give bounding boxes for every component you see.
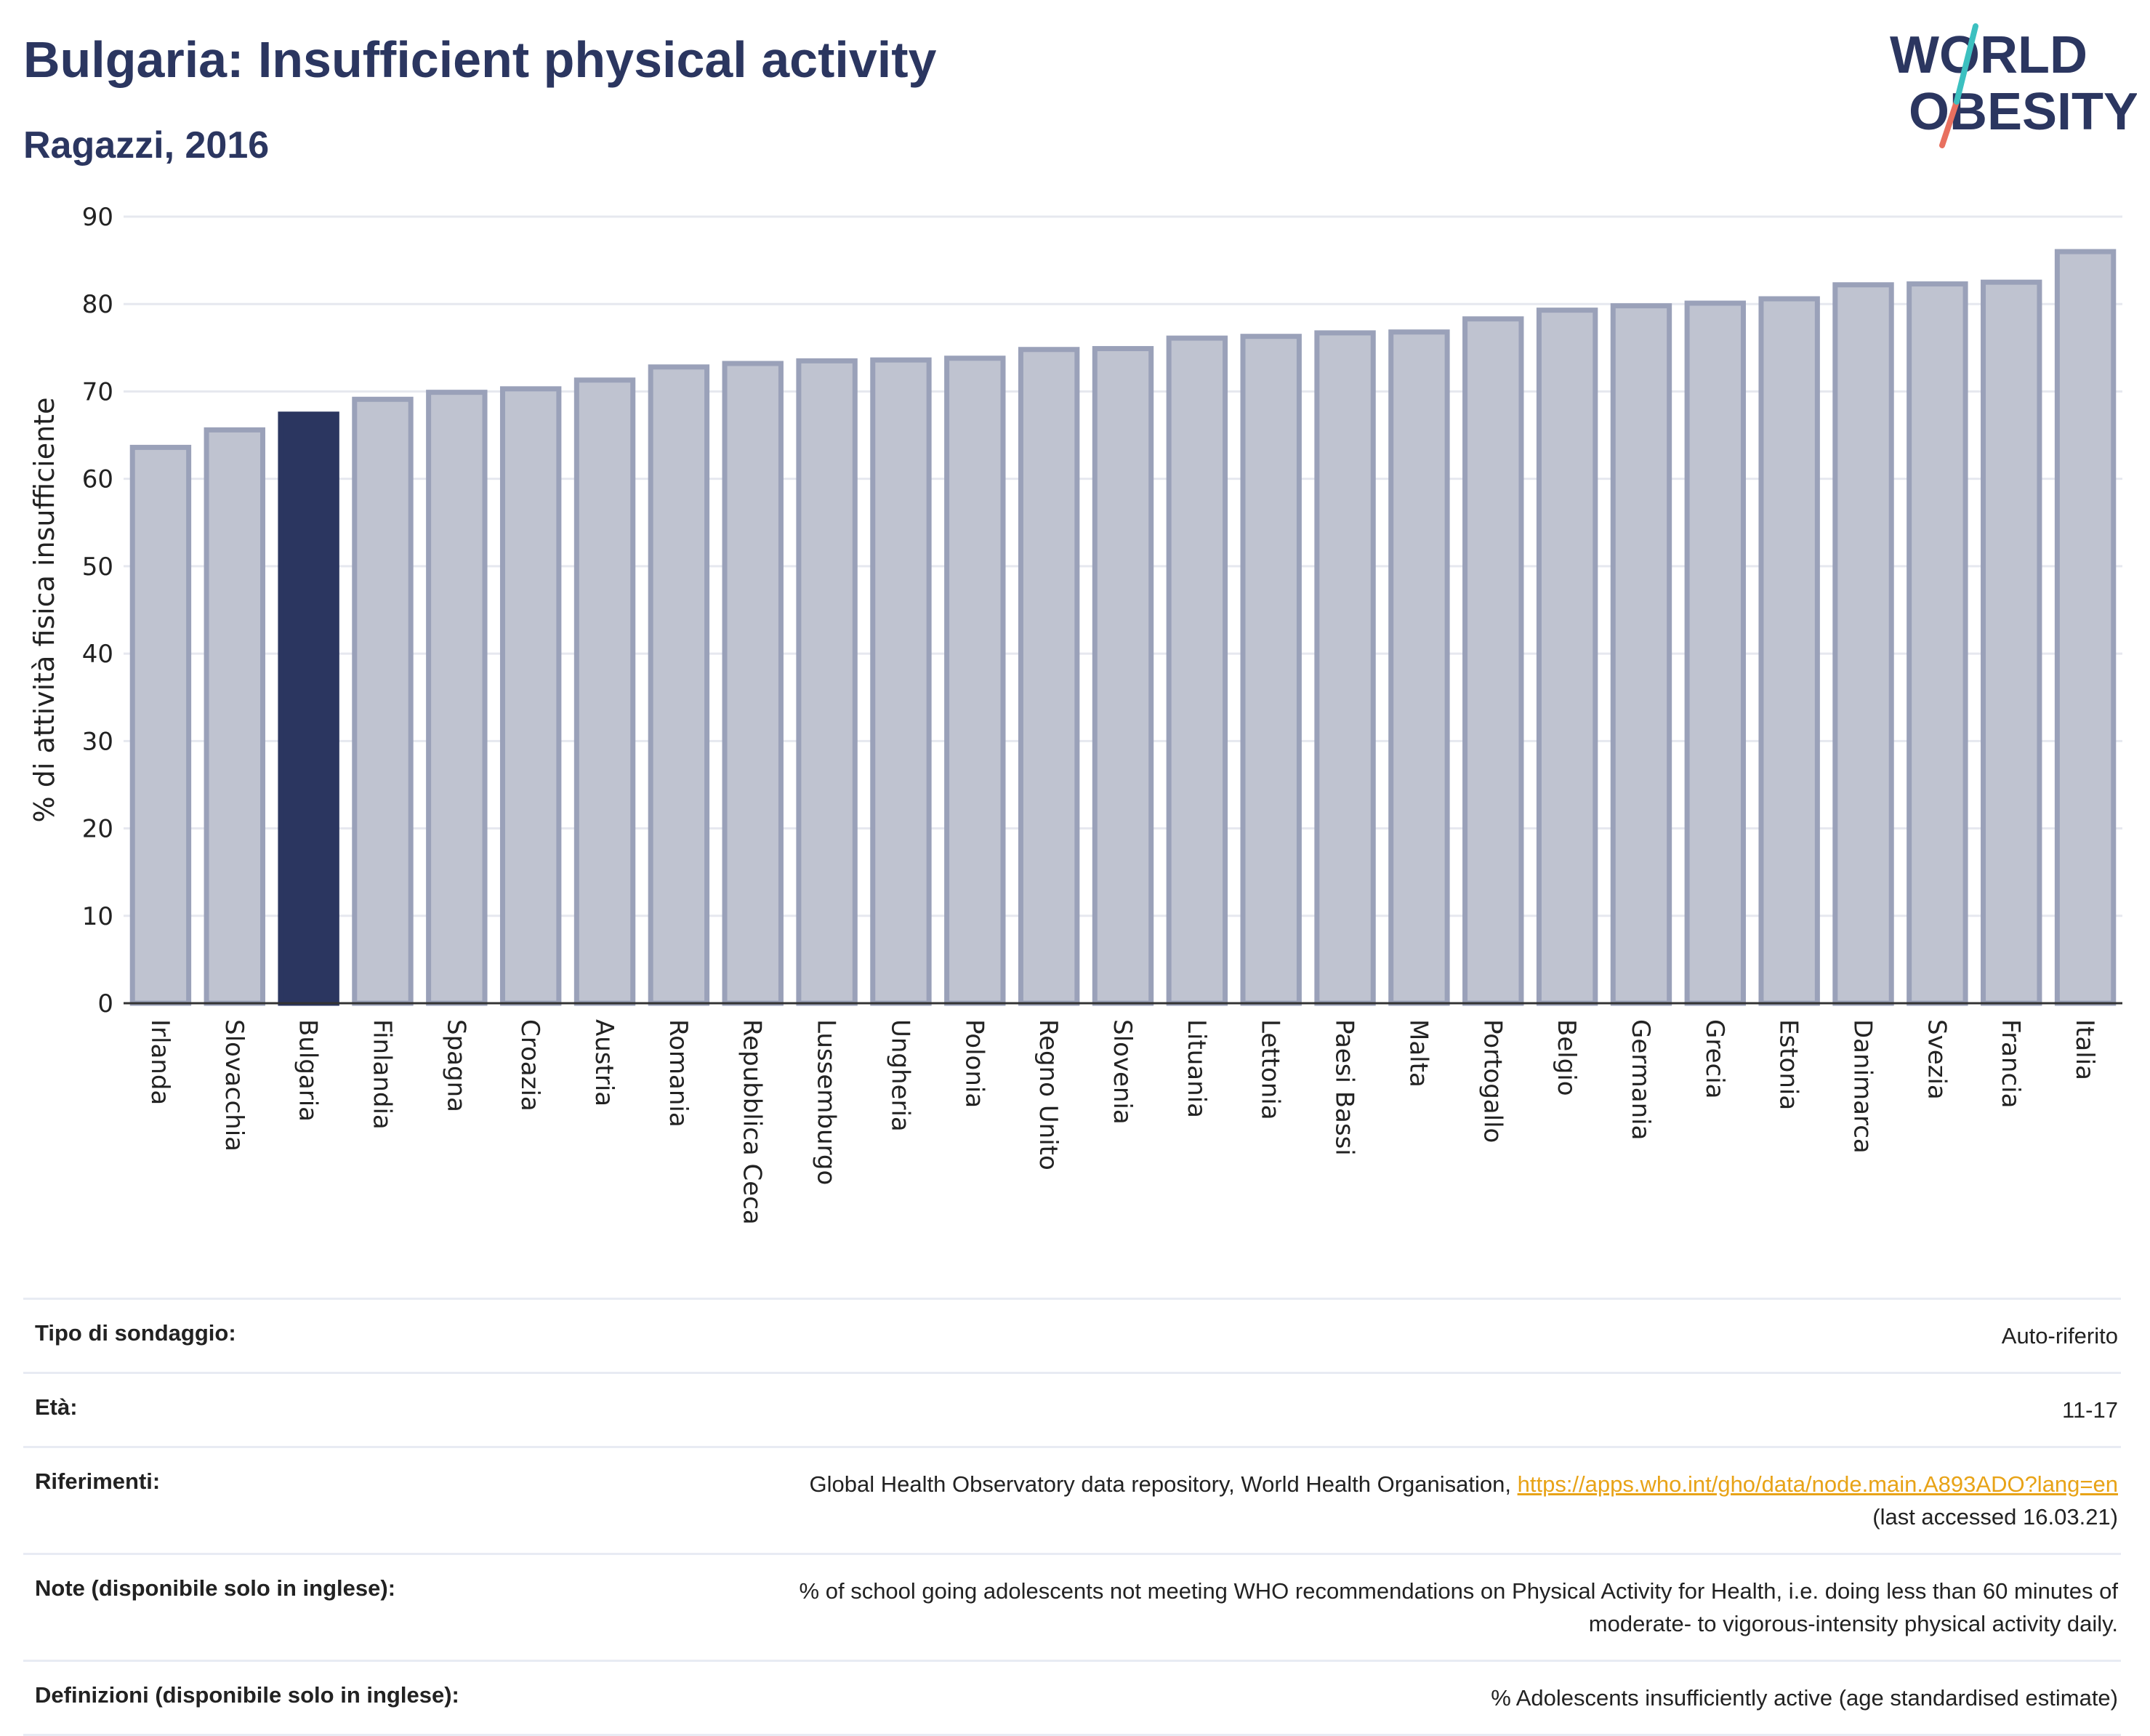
x-axis-ticks: Irlanda Slovacchia Bulgaria Finlandia Spagna… [145,1019,2099,1225]
references-label: Riferimenti: [35,1468,161,1494]
y-axis-label: % di attività fisica insufficiente [28,398,60,823]
bar-italia [2054,249,2117,1006]
world-obesity-logo: WORLD OBESITY [1890,23,2137,148]
info-row-survey: Tipo di sondaggio: Auto-riferito [23,1298,2121,1372]
bar-lussemburgo [796,358,858,1006]
info-row-references: Riferimenti: Global Health Observatory d… [23,1445,2121,1553]
x-tick-label: Francia [1996,1019,2025,1108]
x-tick-label: Danimarca [1848,1019,1877,1154]
bar-finlandia [352,396,414,1006]
bar-irlanda [129,444,192,1006]
bar-belgio [1536,308,1598,1006]
x-tick-label: Spagna [441,1019,470,1112]
x-tick-label: Ungheria [885,1019,914,1132]
x-tick-label: Estonia [1774,1019,1803,1110]
x-tick-label: Romania [664,1019,693,1128]
bar-paesi-bassi [1314,330,1376,1006]
notes-line-2: moderate- to vigorous-intensity physical… [1588,1610,2118,1636]
y-tick-label: 40 [82,640,113,669]
y-tick-label: 10 [82,902,113,931]
y-tick-label: 80 [82,290,113,319]
bar-slovenia [1092,346,1154,1006]
bar-ungheria [870,357,932,1006]
x-tick-label: Repubblica Ceca [738,1019,767,1225]
y-tick-label: 60 [82,465,113,494]
y-tick-label: 0 [97,989,113,1018]
definitions-value: % Adolescents insufficiently active (age… [1491,1684,2118,1711]
y-tick-label: 50 [82,552,113,582]
x-tick-label: Lussemburgo [812,1019,841,1185]
x-tick-label: Slovenia [1108,1019,1137,1125]
age-value: 11-17 [2062,1397,2118,1423]
survey-type-value: Auto-riferito [2001,1323,2118,1349]
references-accessed: (last accessed 16.03.21) [1872,1503,2118,1530]
bar-chart: 0 10 20 30 40 50 60 70 80 90 Irlanda Slovacchia Bul… [28,203,2122,1225]
x-tick-label: Lettonia [1256,1019,1285,1120]
x-tick-label: Grecia [1700,1019,1729,1098]
x-tick-label: Croazia [515,1019,544,1112]
y-axis-ticks: 0 10 20 30 40 50 60 70 80 90 [82,203,113,1018]
y-tick-label: 20 [82,815,113,844]
chart-subtitle: Ragazzi, 2016 [23,124,270,166]
x-tick-label: Portogallo [1478,1019,1507,1143]
notes-value: % of school going adolescents not meetin… [800,1575,2121,1641]
x-tick-label: Belgio [1552,1019,1581,1096]
bar-regno-unito [1018,347,1080,1006]
logo-line-1: WORLD [1890,26,2087,84]
y-tick-label: 30 [82,727,113,756]
x-tick-label: Regno Unito [1034,1019,1063,1170]
age-label: Età: [35,1394,78,1420]
info-row-definitions: Definizioni (disponibile solo in inglese… [23,1659,2121,1736]
x-tick-label: Polonia [959,1019,989,1108]
x-tick-label: Italia [2070,1019,2099,1080]
chart-title: Bulgaria: Insufficient physical activity [23,31,937,88]
bars [129,249,2117,1006]
bar-svezia [1907,281,1968,1006]
x-tick-label: Svezia [1922,1019,1951,1100]
definitions-label: Definizioni (disponibile solo in inglese… [35,1681,459,1708]
x-tick-label: Finlandia [367,1019,396,1130]
bar-lituania [1166,335,1228,1006]
x-tick-label: Bulgaria [294,1019,323,1122]
x-tick-label: Paesi Bassi [1330,1019,1359,1156]
bar-romania [648,364,710,1006]
bar-danimarca [1832,282,1894,1006]
bar-slovacchia [204,427,265,1006]
references-value: Global Health Observatory data repositor… [810,1468,2121,1534]
x-tick-label: Malta [1404,1019,1433,1088]
x-tick-label: Germania [1626,1019,1655,1140]
bar-austria [573,377,636,1006]
x-tick-label: Lituania [1182,1019,1211,1118]
bar-francia [1981,279,2042,1006]
x-tick-label: Austria [589,1019,619,1106]
bar-estonia [1758,296,1820,1006]
bar-bulgaria [278,411,339,1006]
y-tick-label: 90 [82,203,113,232]
bar-repubblica-ceca [722,361,784,1006]
y-tick-label: 70 [82,377,113,406]
bar-spagna [426,390,488,1006]
references-link[interactable]: https://apps.who.int/gho/data/node.main.… [1517,1471,2118,1497]
bar-portogallo [1462,316,1524,1006]
info-row-age: Età: 11-17 [23,1371,2121,1446]
bar-lettonia [1240,334,1302,1006]
survey-type-label: Tipo di sondaggio: [35,1320,236,1346]
bar-malta [1388,329,1450,1006]
bar-grecia [1684,300,1747,1006]
bar-croazia [499,386,562,1006]
info-table: Tipo di sondaggio: Auto-riferito Età: 11… [23,1298,2121,1736]
references-text: Global Health Observatory data repositor… [809,1471,1518,1497]
bar-polonia [944,355,1006,1006]
bar-germania [1610,303,1672,1006]
x-tick-label: Irlanda [145,1019,174,1105]
info-row-notes: Note (disponibile solo in inglese): % of… [23,1552,2121,1660]
notes-line-1: % of school going adolescents not meetin… [799,1578,2118,1604]
notes-label: Note (disponibile solo in inglese): [35,1575,396,1601]
x-tick-label: Slovacchia [220,1019,249,1152]
